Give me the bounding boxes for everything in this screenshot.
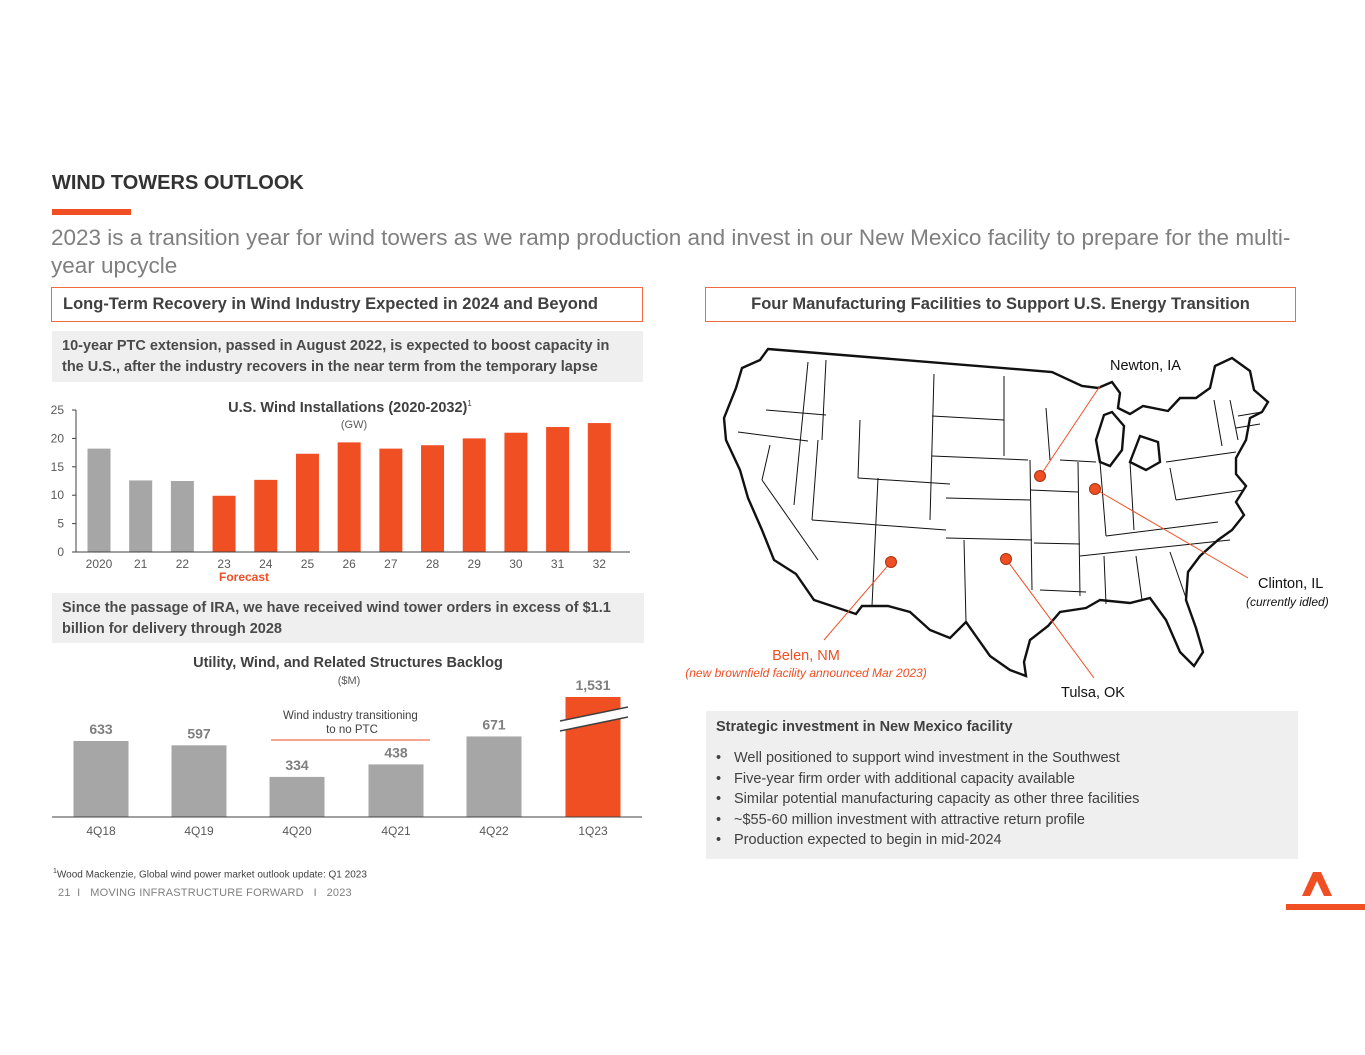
chart1-bar bbox=[129, 480, 153, 552]
chart1-forecast-label: Forecast bbox=[219, 570, 269, 584]
chart1-xtick: 26 bbox=[342, 557, 356, 571]
footer-year: 2023 bbox=[326, 887, 352, 899]
chart1-bar bbox=[546, 427, 570, 552]
chart2-data-label: 1,531 bbox=[575, 677, 610, 693]
strategy-box: Strategic investment in New Mexico facil… bbox=[706, 711, 1298, 859]
strategy-bullet: Similar potential manufacturing capacity… bbox=[716, 789, 1288, 810]
chart2-xtick: 4Q22 bbox=[479, 824, 509, 838]
belen-nm-note: (new brownfield facility announced Mar 2… bbox=[685, 666, 926, 680]
chart2-data-label: 334 bbox=[285, 757, 309, 773]
chart2-bar bbox=[171, 745, 227, 817]
tulsa-ok-marker bbox=[1000, 553, 1012, 565]
page-subtitle: 2023 is a transition year for wind tower… bbox=[51, 225, 1291, 278]
chart2-unit: ($M) bbox=[338, 675, 361, 687]
chart1-ytick: 10 bbox=[51, 488, 65, 502]
chart2-bar bbox=[466, 736, 522, 817]
chart2-title: Utility, Wind, and Related Structures Ba… bbox=[193, 655, 503, 671]
chart1-xtick: 22 bbox=[176, 557, 190, 571]
chart1-bar bbox=[421, 445, 445, 552]
chart1-bar bbox=[462, 438, 486, 552]
chart2-xtick: 1Q23 bbox=[578, 824, 608, 838]
chart1-xtick: 30 bbox=[509, 557, 523, 571]
chart1-xtick: 27 bbox=[384, 557, 398, 571]
chart1-unit: (GW) bbox=[341, 419, 367, 431]
page-title: WIND TOWERS OUTLOOK bbox=[52, 172, 304, 194]
ira-note: Since the passage of IRA, we have receiv… bbox=[52, 593, 644, 643]
us-map-outline bbox=[722, 347, 1270, 678]
us-facilities-map: Newton, IA Clinton, IL (currently idled)… bbox=[685, 347, 1329, 701]
chart1-xtick: 24 bbox=[259, 557, 273, 571]
page-footer: 21 I MOVING INFRASTRUCTURE FORWARD I 202… bbox=[58, 887, 352, 899]
newton-ia-label: Newton, IA bbox=[1110, 358, 1181, 374]
footnote: 1Wood Mackenzie, Global wind power marke… bbox=[53, 868, 367, 881]
strategy-bullet: Production expected to begin in mid-2024 bbox=[716, 830, 1288, 851]
chart2-xtick: 4Q21 bbox=[381, 824, 411, 838]
logo-bar bbox=[1286, 904, 1365, 910]
company-logo bbox=[1286, 872, 1365, 910]
chart1-ytick: 20 bbox=[51, 431, 65, 445]
chart1-bar bbox=[295, 453, 319, 552]
title-accent-bar bbox=[52, 209, 131, 215]
chart1-xtick: 25 bbox=[301, 557, 315, 571]
chart1-xtick: 2020 bbox=[86, 557, 113, 571]
chart2-bar bbox=[269, 776, 325, 817]
chart2-xtick: 4Q18 bbox=[86, 824, 116, 838]
chart2-data-label: 633 bbox=[89, 721, 113, 737]
chart1-bar bbox=[254, 479, 278, 552]
belen-nm-label: Belen, NM bbox=[772, 648, 840, 664]
chart1-xtick: 31 bbox=[551, 557, 565, 571]
clinton-il-label: Clinton, IL bbox=[1258, 576, 1323, 592]
clinton-il-marker bbox=[1089, 483, 1101, 495]
chart2-data-label: 671 bbox=[482, 716, 506, 732]
tulsa-ok-label: Tulsa, OK bbox=[1061, 685, 1125, 701]
chart1-bar bbox=[87, 448, 111, 552]
chart1-bar bbox=[212, 495, 236, 552]
chart1-xtick: 23 bbox=[217, 557, 231, 571]
strategy-bullet: Five-year firm order with additional cap… bbox=[716, 769, 1288, 790]
chart1-xtick: 21 bbox=[134, 557, 148, 571]
map-connector-lines bbox=[823, 385, 1249, 679]
chart2-bar bbox=[368, 764, 424, 817]
strategy-bullet: Well positioned to support wind investme… bbox=[716, 748, 1288, 769]
strategy-bullets: Well positioned to support wind investme… bbox=[716, 748, 1288, 851]
chart1-ytick: 5 bbox=[57, 517, 64, 531]
ptc-note: 10-year PTC extension, passed in August … bbox=[52, 331, 643, 382]
chart1-bar bbox=[504, 432, 528, 552]
wind-installations-chart: U.S. Wind Installations (2020-2032)1 (GW… bbox=[51, 399, 630, 584]
chart2-xtick: 4Q19 bbox=[184, 824, 214, 838]
page-number: 21 bbox=[58, 887, 71, 899]
chart2-xtick: 4Q20 bbox=[282, 824, 312, 838]
chart2-data-label: 438 bbox=[384, 744, 408, 760]
chart1-ytick: 0 bbox=[57, 545, 64, 559]
chart2-data-label: 597 bbox=[187, 725, 211, 741]
chart1-bar bbox=[170, 481, 194, 552]
axis-break-mark bbox=[559, 706, 629, 732]
clinton-il-note: (currently idled) bbox=[1246, 595, 1329, 609]
chart2-annotation: Wind industry transitioning to no PTC bbox=[283, 710, 421, 736]
left-section-heading: Long-Term Recovery in Wind Industry Expe… bbox=[51, 287, 643, 322]
backlog-chart: Utility, Wind, and Related Structures Ba… bbox=[52, 655, 642, 838]
strategy-title: Strategic investment in New Mexico facil… bbox=[716, 719, 1013, 735]
footer-tagline: MOVING INFRASTRUCTURE FORWARD bbox=[90, 887, 304, 899]
chart1-title: U.S. Wind Installations (2020-2032)1 bbox=[228, 399, 472, 416]
right-section-heading: Four Manufacturing Facilities to Support… bbox=[705, 287, 1296, 322]
logo-icon bbox=[1302, 872, 1332, 896]
chart1-bar bbox=[337, 442, 361, 552]
newton-ia-marker bbox=[1034, 470, 1046, 482]
chart1-ytick: 25 bbox=[51, 403, 65, 417]
chart1-bar bbox=[379, 448, 403, 552]
chart2-bar bbox=[73, 741, 129, 817]
chart1-ytick: 15 bbox=[51, 460, 65, 474]
chart1-xtick: 28 bbox=[426, 557, 440, 571]
belen-nm-marker bbox=[885, 556, 897, 568]
chart1-bar bbox=[587, 423, 611, 552]
chart1-xtick: 29 bbox=[468, 557, 482, 571]
chart1-xtick: 32 bbox=[593, 557, 607, 571]
strategy-bullet: ~$55-60 million investment with attracti… bbox=[716, 810, 1288, 831]
